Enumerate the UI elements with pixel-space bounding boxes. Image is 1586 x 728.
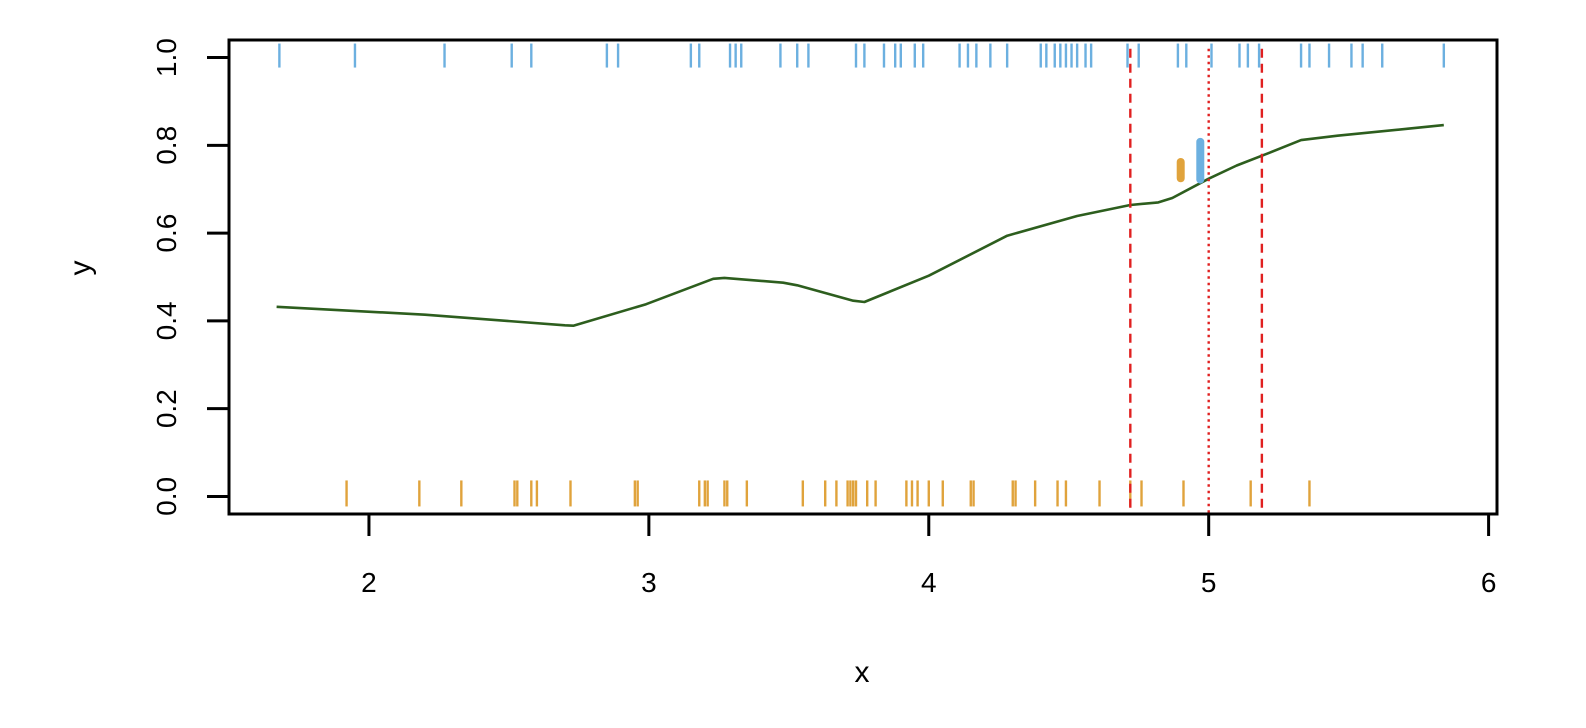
x-axis: 2 3 4 5 6 (361, 512, 1497, 598)
rug-top-group (278, 43, 1446, 68)
rug-bottom-group (345, 480, 1311, 507)
x-tick-label-1: 3 (641, 567, 657, 598)
reference-lines-group (1129, 48, 1264, 514)
y-tick-label-5: 1.0 (151, 38, 182, 77)
x-axis-title: x (855, 656, 870, 689)
y-tick-label-4: 0.8 (151, 126, 182, 165)
plot-frame (227, 38, 1499, 516)
y-tick-label-1: 0.2 (151, 389, 182, 428)
intervals-group (1176, 137, 1205, 184)
x-tick-label-3: 5 (1201, 567, 1217, 598)
y-tick-label-2: 0.4 (151, 301, 182, 340)
y-tick-label-3: 0.6 (151, 214, 182, 253)
y-tick-label-0: 0.0 (151, 477, 182, 516)
y-axis-title: y (64, 261, 97, 276)
x-tick-label-4: 6 (1481, 567, 1497, 598)
x-tick-label-2: 4 (921, 567, 937, 598)
series-line-0 (276, 123, 1444, 328)
x-tick-label-0: 2 (361, 567, 377, 598)
y-axis: 0.0 0.2 0.4 0.6 0.8 1.0 (151, 38, 231, 516)
smooth-line-group (276, 123, 1444, 328)
